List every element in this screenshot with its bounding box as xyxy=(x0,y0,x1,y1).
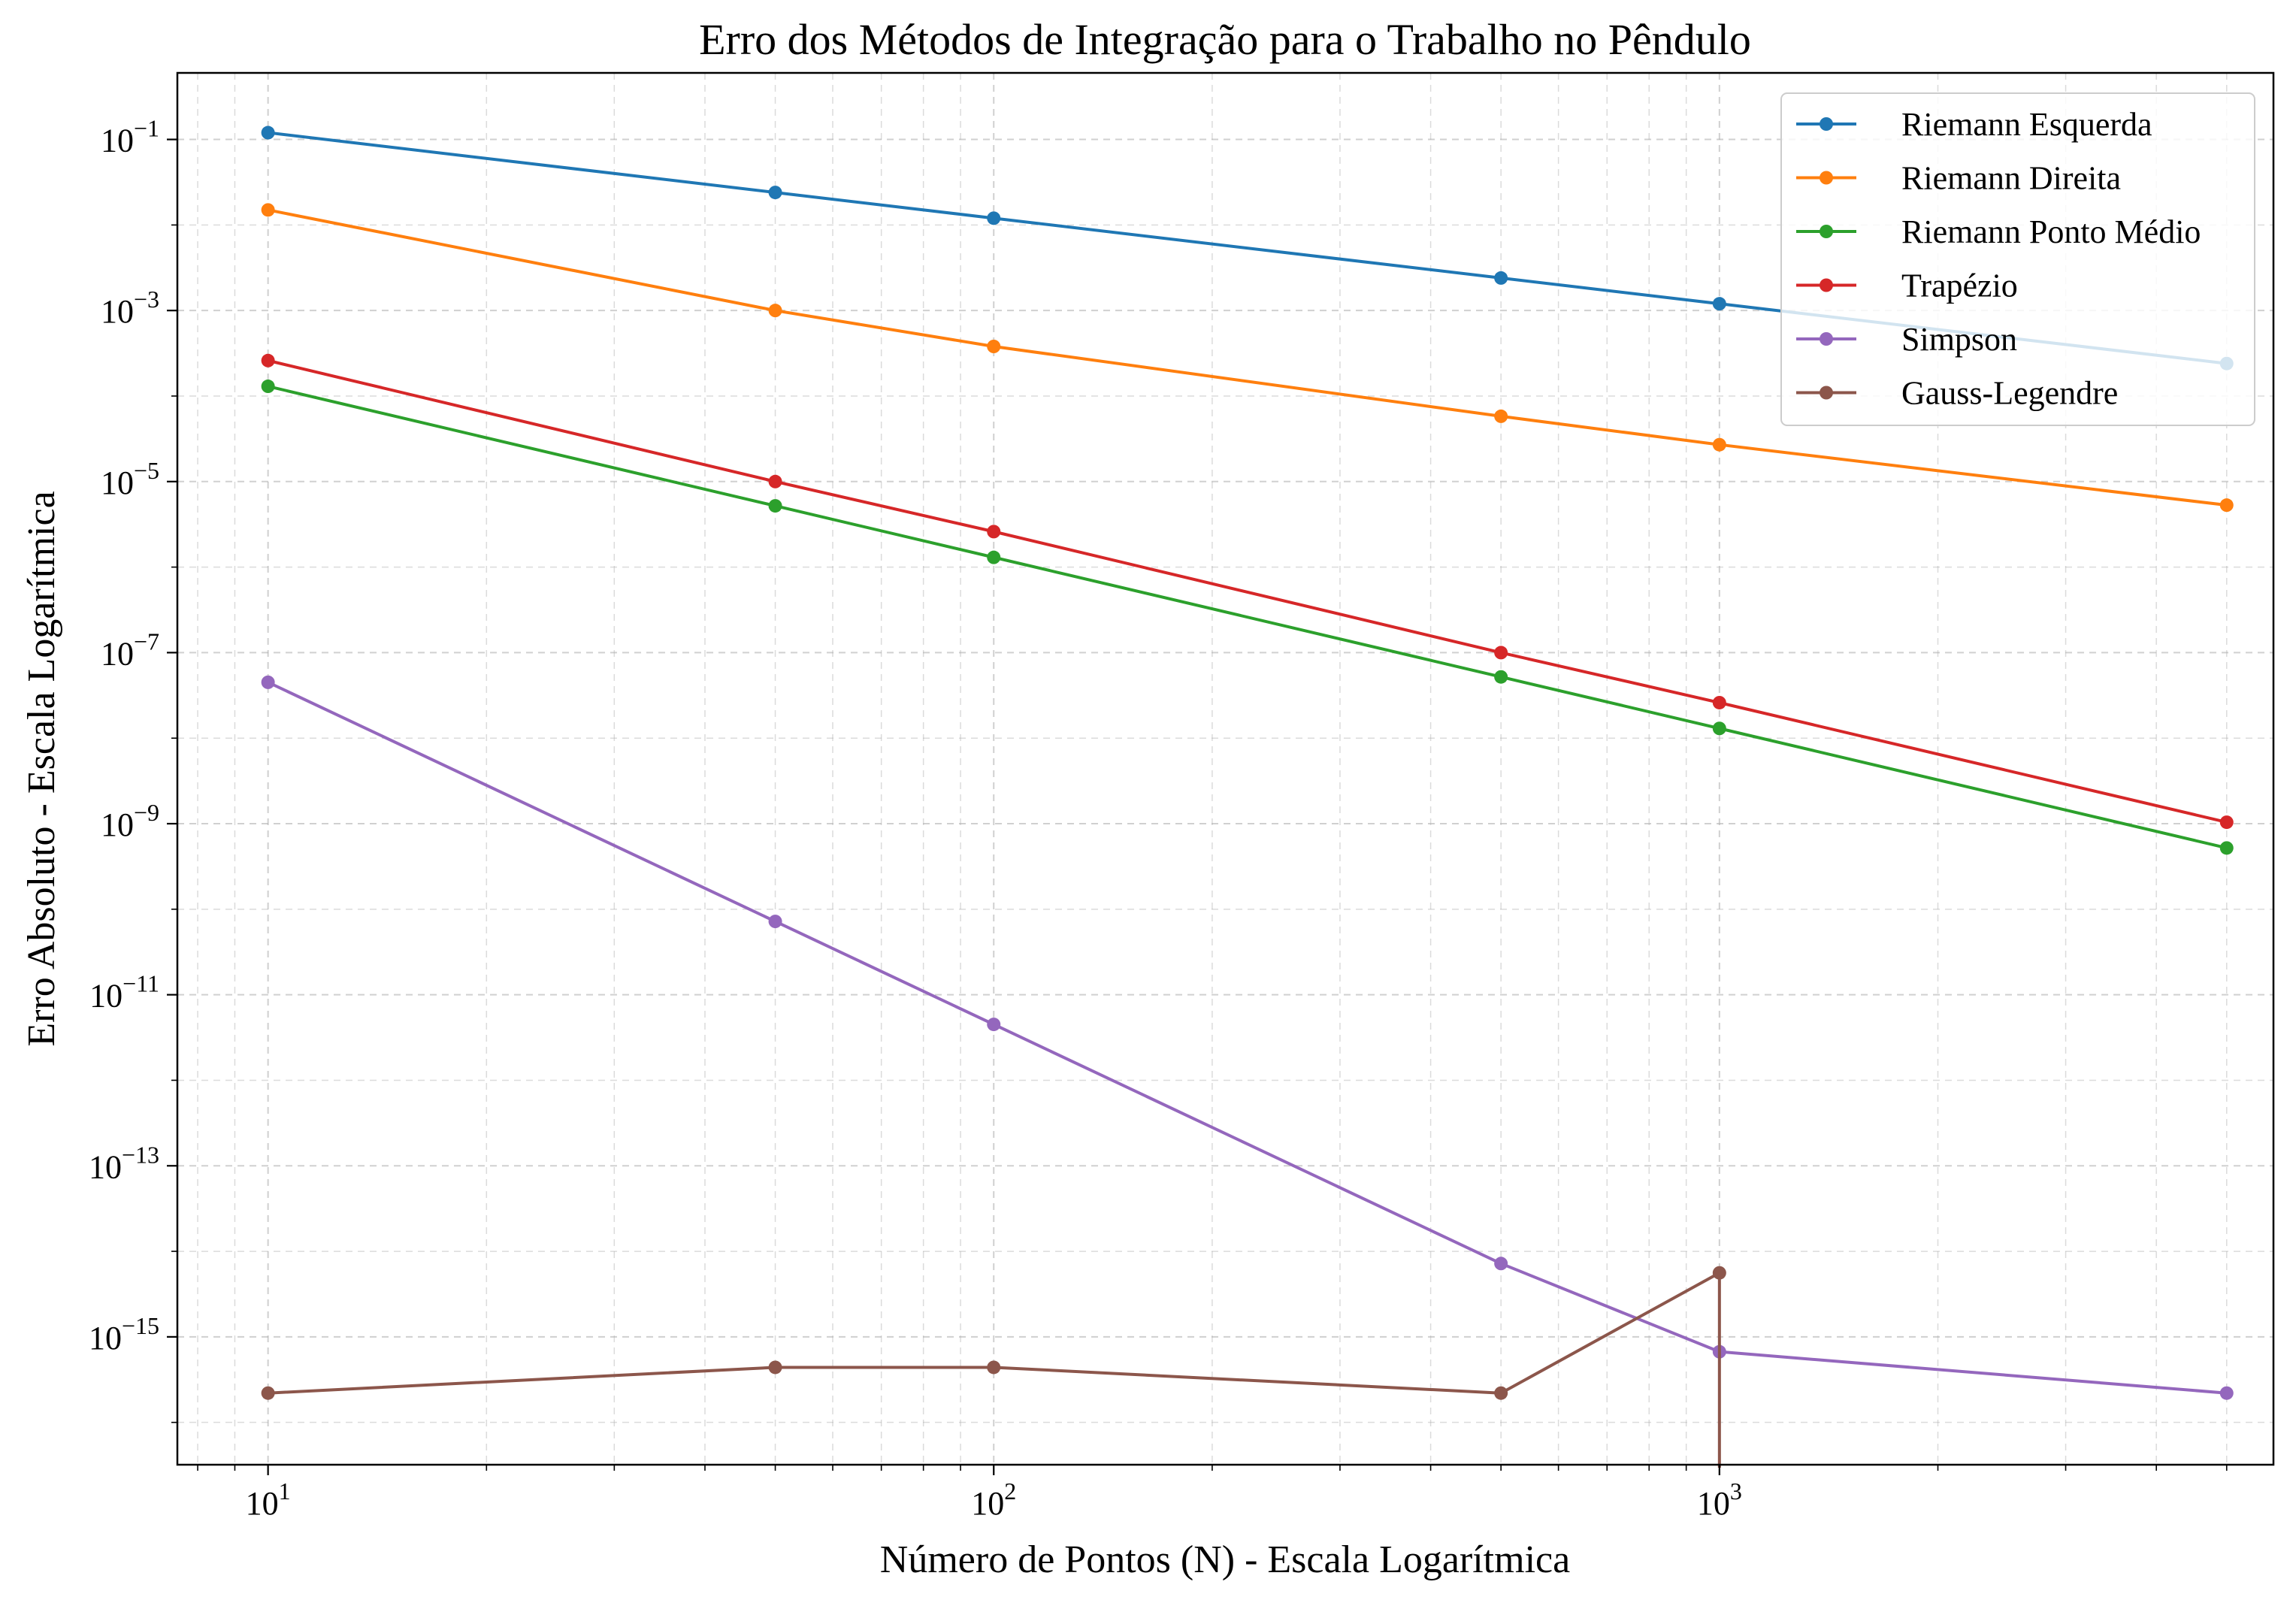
legend: Riemann Esquerda Riemann Direita Riemann P… xyxy=(1780,92,2255,426)
data-point xyxy=(987,340,1001,354)
series-riemann-ponto-m-dio xyxy=(261,380,2234,855)
data-point xyxy=(1712,437,1726,452)
x-axis-label: Número de Pontos (N) - Escala Logarítmic… xyxy=(880,1538,1570,1581)
data-point xyxy=(987,211,1001,225)
y-tick-label: 10−5 xyxy=(101,457,159,501)
data-point xyxy=(1494,670,1508,684)
data-point xyxy=(1494,409,1508,423)
data-point xyxy=(2219,498,2234,513)
data-point xyxy=(1494,1257,1508,1271)
data-point xyxy=(768,915,782,929)
y-tick-label: 10−9 xyxy=(101,799,159,843)
legend-marker xyxy=(1820,117,1833,131)
series-line xyxy=(268,385,2228,850)
data-point xyxy=(1712,1266,1726,1280)
y-tick-label: 10−11 xyxy=(89,970,159,1015)
series-line xyxy=(268,1271,1721,1468)
series-riemann-direita xyxy=(261,203,2234,513)
data-point xyxy=(987,550,1001,564)
legend-label: Gauss-Legendre xyxy=(1901,375,2118,412)
data-point xyxy=(1494,271,1508,285)
plot-frame xyxy=(176,71,2275,1466)
data-point xyxy=(768,499,782,513)
x-tick-label: 102 xyxy=(971,1477,1016,1522)
legend-marker xyxy=(1820,171,1833,185)
data-point xyxy=(768,474,782,488)
data-point xyxy=(987,1360,1001,1375)
series-line xyxy=(268,208,2227,507)
legend-label: Trapézio xyxy=(1901,268,2018,304)
legend-marker xyxy=(1820,386,1833,400)
data-point xyxy=(2219,1386,2234,1400)
data-point xyxy=(1712,695,1726,709)
legend-label: Riemann Ponto Médio xyxy=(1901,213,2201,250)
data-point xyxy=(2219,841,2234,855)
x-tick-label: 101 xyxy=(246,1477,291,1522)
data-point xyxy=(987,1018,1001,1032)
data-point xyxy=(768,1360,782,1375)
legend-marker xyxy=(1820,225,1833,238)
data-point xyxy=(987,525,1001,539)
data-point xyxy=(768,186,782,200)
x-tick-label: 103 xyxy=(1697,1477,1742,1522)
data-point xyxy=(261,380,275,394)
data-point xyxy=(1494,1386,1508,1400)
legend-label: Riemann Direita xyxy=(1901,160,2121,197)
legend-label: Simpson xyxy=(1901,321,2017,358)
data-point xyxy=(1712,721,1726,736)
series-gauss-legendre xyxy=(261,1266,1726,1468)
data-point xyxy=(1494,646,1508,660)
data-point xyxy=(2219,815,2234,830)
y-tick-label: 10−3 xyxy=(101,286,159,330)
data-point xyxy=(261,1386,275,1400)
data-point xyxy=(261,353,275,367)
y-tick-label: 10−15 xyxy=(89,1312,159,1356)
data-point xyxy=(261,675,275,689)
series-trap-zio xyxy=(261,353,2234,830)
data-point xyxy=(261,126,275,140)
data-point xyxy=(1712,297,1726,311)
legend-marker xyxy=(1820,278,1833,292)
y-axis-label: Erro Absoluto - Escala Logarítmica xyxy=(20,491,63,1046)
series-line xyxy=(268,358,2228,824)
series-line xyxy=(267,681,2227,1395)
legend-box xyxy=(1780,92,2255,426)
legend-marker xyxy=(1820,332,1833,346)
y-tick-label: 10−13 xyxy=(89,1141,159,1185)
ticks: 101 102 103 10−1 10−3 10−5 10−7 10−9 10−11 10−13 1… xyxy=(89,115,2228,1522)
chart-title: Erro dos Métodos de Integração para o Tr… xyxy=(699,15,1751,64)
data-point xyxy=(768,304,782,318)
y-tick-label: 10−7 xyxy=(101,628,159,672)
y-tick-label: 10−1 xyxy=(101,115,159,159)
legend-label: Riemann Esquerda xyxy=(1901,106,2152,143)
grid xyxy=(177,73,2273,1465)
data-point xyxy=(261,203,275,217)
